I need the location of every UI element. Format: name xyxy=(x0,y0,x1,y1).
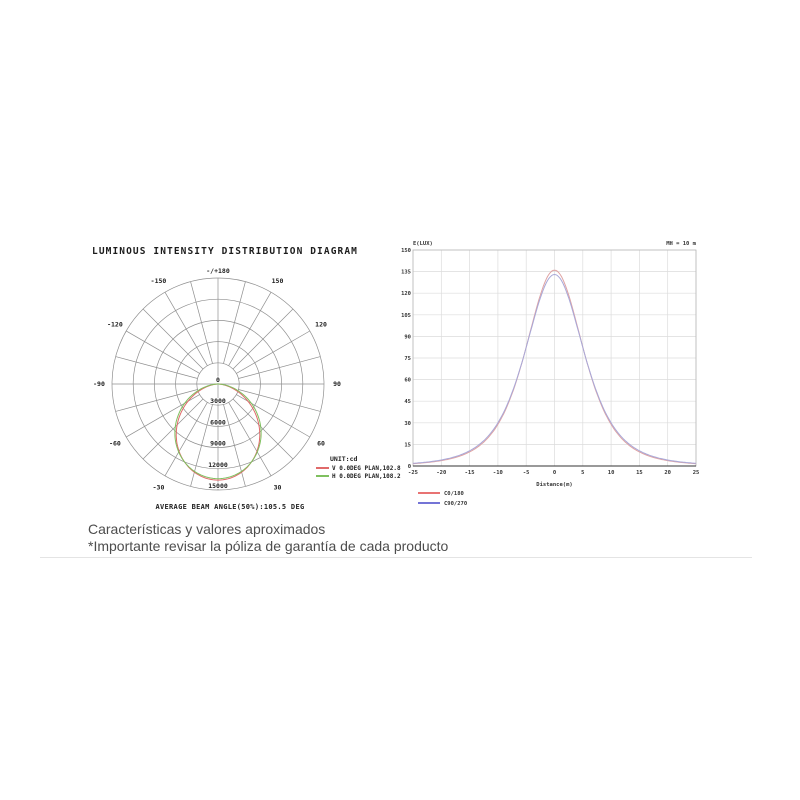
svg-text:-20: -20 xyxy=(436,470,446,476)
svg-text:12000: 12000 xyxy=(208,461,228,469)
svg-text:120: 120 xyxy=(401,291,411,297)
polar-legend: UNIT:cd V 0.0DEG PLAN,102.8 H 0.0DEG PLA… xyxy=(316,455,401,480)
svg-text:-90: -90 xyxy=(93,380,105,388)
svg-text:-10: -10 xyxy=(493,470,503,476)
svg-text:9000: 9000 xyxy=(210,440,226,448)
svg-text:C0/180: C0/180 xyxy=(444,491,464,497)
svg-text:-5: -5 xyxy=(523,470,530,476)
svg-text:25: 25 xyxy=(693,470,700,476)
svg-text:90: 90 xyxy=(333,380,341,388)
svg-text:0: 0 xyxy=(408,464,411,470)
svg-text:120: 120 xyxy=(315,321,327,329)
svg-text:20: 20 xyxy=(664,470,671,476)
polar-legend-item-h: H 0.0DEG PLAN,108.2 xyxy=(316,472,401,480)
svg-text:0: 0 xyxy=(553,470,556,476)
svg-text:5: 5 xyxy=(581,470,584,476)
svg-text:Distance(m): Distance(m) xyxy=(536,482,572,488)
footer-line-1: Características y valores aproximados xyxy=(88,521,326,537)
svg-text:75: 75 xyxy=(404,356,411,362)
svg-text:0: 0 xyxy=(216,376,220,384)
polar-legend-unit-label: UNIT:cd xyxy=(330,455,358,463)
svg-text:30: 30 xyxy=(404,421,411,427)
svg-text:90: 90 xyxy=(404,334,411,340)
svg-text:135: 135 xyxy=(401,270,411,276)
svg-text:15000: 15000 xyxy=(208,482,228,490)
svg-text:15: 15 xyxy=(404,442,411,448)
average-beam-angle-caption: AVERAGE BEAM ANGLE(50%):105.5 DEG xyxy=(155,503,305,511)
svg-text:C90/270: C90/270 xyxy=(444,501,467,507)
svg-text:30: 30 xyxy=(274,483,282,491)
v-plane-color-swatch xyxy=(316,467,329,469)
footer-line-2: *Importante revisar la póliza de garantí… xyxy=(88,538,449,554)
footer-notes: Características y valores aproximados *I… xyxy=(88,521,448,555)
svg-text:105: 105 xyxy=(401,313,411,319)
svg-text:-30: -30 xyxy=(153,483,165,491)
svg-text:-120: -120 xyxy=(107,321,123,329)
polar-legend-label-h: H 0.0DEG PLAN,108.2 xyxy=(332,472,401,480)
section-divider xyxy=(40,557,752,558)
svg-text:-/+180: -/+180 xyxy=(206,267,230,275)
svg-text:E(LUX): E(LUX) xyxy=(413,241,433,247)
svg-text:-150: -150 xyxy=(151,277,167,285)
svg-text:-25: -25 xyxy=(408,470,418,476)
svg-text:150: 150 xyxy=(272,277,284,285)
svg-text:150: 150 xyxy=(401,248,411,254)
polar-intensity-chart: -150 -120 -90 -60 -30 30 60 90 120 150 -/+180 0 3000… xyxy=(93,267,341,491)
h-plane-color-swatch xyxy=(316,475,329,477)
svg-text:MH = 10 m: MH = 10 m xyxy=(666,241,696,247)
svg-text:60: 60 xyxy=(317,440,325,448)
svg-text:45: 45 xyxy=(404,399,411,405)
svg-text:-60: -60 xyxy=(109,440,121,448)
polar-legend-item-v: V 0.0DEG PLAN,102.8 xyxy=(316,464,401,472)
svg-text:-15: -15 xyxy=(465,470,475,476)
svg-text:3000: 3000 xyxy=(210,397,226,405)
svg-text:6000: 6000 xyxy=(210,418,226,426)
svg-text:60: 60 xyxy=(404,378,411,384)
svg-text:10: 10 xyxy=(608,470,615,476)
svg-text:15: 15 xyxy=(636,470,643,476)
polar-chart-title: LUMINOUS INTENSITY DISTRIBUTION DIAGRAM xyxy=(92,246,358,257)
polar-legend-label-v: V 0.0DEG PLAN,102.8 xyxy=(332,464,401,472)
